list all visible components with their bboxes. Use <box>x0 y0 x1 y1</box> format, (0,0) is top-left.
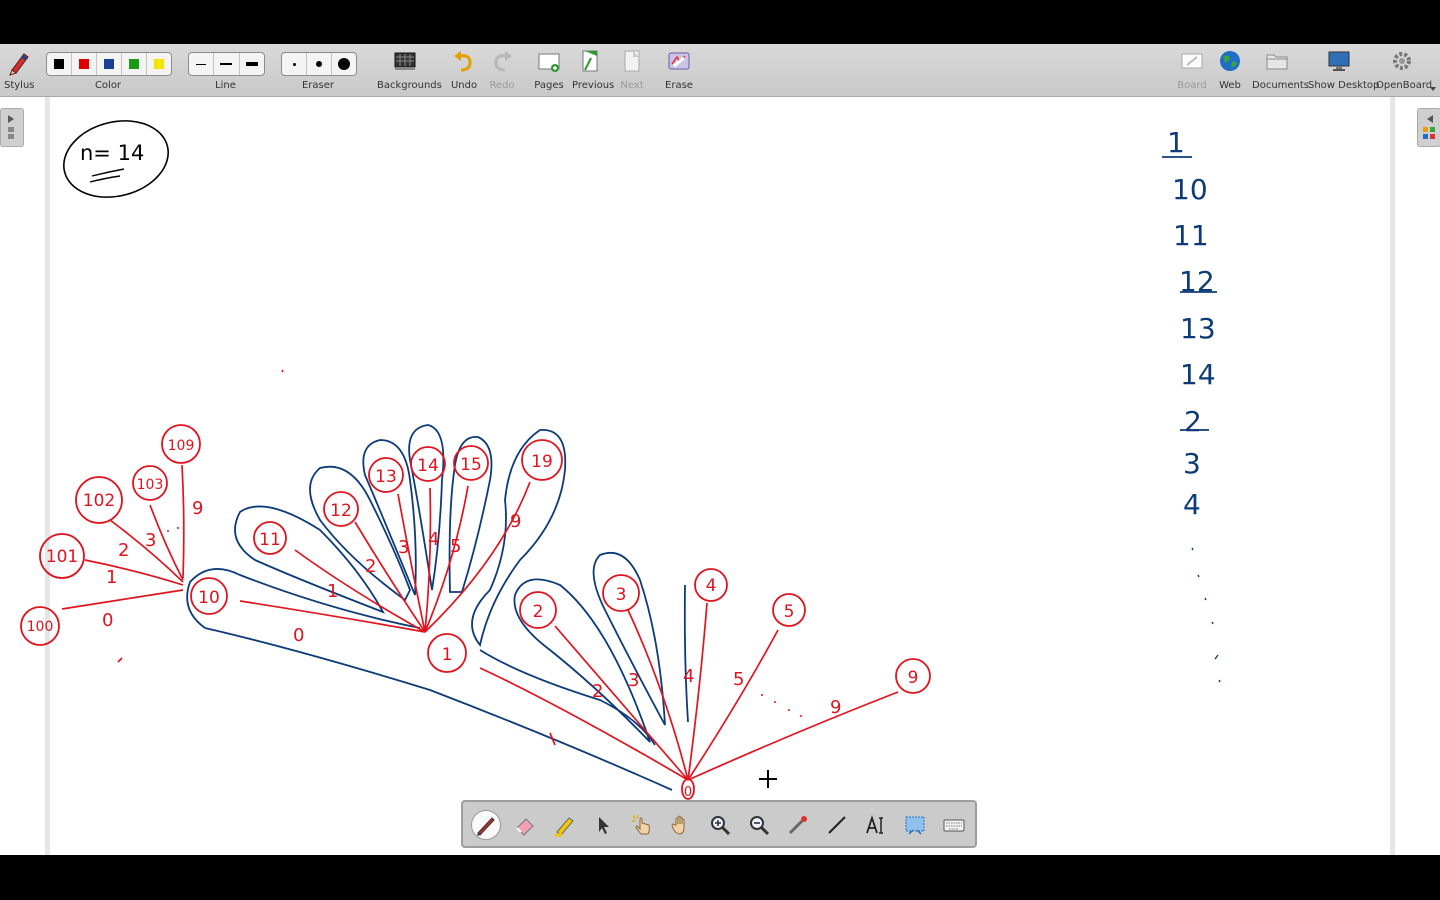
stylus-icon <box>6 48 32 76</box>
gear-icon <box>1389 48 1415 74</box>
stylus-label: Stylus <box>4 80 34 91</box>
top-black-bar <box>0 0 1440 44</box>
line-width-group <box>188 52 265 76</box>
openboard-menu-button[interactable]: OpenBoard <box>1376 48 1428 77</box>
openboard-label: OpenBoard <box>1376 80 1428 91</box>
keyboard-icon <box>942 813 966 837</box>
redo-label: Redo <box>488 80 516 91</box>
line-icon <box>825 813 849 837</box>
color-red[interactable] <box>72 53 97 75</box>
zoom-out-tool-button[interactable] <box>744 810 774 840</box>
keyboard-tool-button[interactable] <box>939 810 969 840</box>
interactor-icon <box>630 813 654 837</box>
redo-button[interactable]: Redo <box>488 48 516 77</box>
color-blue[interactable] <box>97 53 122 75</box>
hand-icon <box>669 813 693 837</box>
stylus-palette <box>461 800 977 848</box>
whiteboard-canvas[interactable] <box>0 97 1440 855</box>
undo-label: Undo <box>450 80 478 91</box>
backgrounds-icon <box>392 48 418 74</box>
backgrounds-label: Backgrounds <box>377 80 433 91</box>
line-tool-button[interactable] <box>822 810 852 840</box>
documents-label: Documents <box>1252 80 1302 91</box>
color-palette <box>46 52 172 76</box>
left-palette-toggle[interactable] <box>0 108 24 147</box>
zoom-out-icon <box>747 813 771 837</box>
erase-label: Erase <box>664 80 694 91</box>
next-label: Next <box>618 80 646 91</box>
color-label: Color <box>46 80 170 91</box>
line-medium[interactable] <box>214 53 239 75</box>
eraser-label: Eraser <box>281 80 355 91</box>
eraser-small[interactable] <box>282 53 307 75</box>
text-tool-button[interactable] <box>861 810 891 840</box>
eraser-medium[interactable] <box>307 53 332 75</box>
redo-icon <box>489 48 515 74</box>
right-palette-toggle[interactable] <box>1417 108 1440 147</box>
erase-button[interactable]: Erase <box>664 48 694 77</box>
next-button[interactable]: Next <box>618 48 646 77</box>
board-mode-button[interactable]: Board <box>1177 48 1207 77</box>
eraser-size-group <box>281 52 357 76</box>
pen-tool-button[interactable] <box>471 810 501 840</box>
capture-tool-button[interactable] <box>900 810 930 840</box>
color-yellow[interactable] <box>147 53 171 75</box>
selector-icon <box>591 813 615 837</box>
previous-label: Previous <box>572 80 608 91</box>
left-board-edge <box>45 97 50 855</box>
zoom-in-icon <box>708 813 732 837</box>
previous-button[interactable]: Previous <box>572 48 608 77</box>
zoom-in-tool-button[interactable] <box>705 810 735 840</box>
capture-icon <box>903 813 927 837</box>
web-mode-button[interactable]: Web <box>1215 48 1245 77</box>
pen-icon <box>474 813 498 837</box>
hand-tool-button[interactable] <box>666 810 696 840</box>
color-green[interactable] <box>122 53 147 75</box>
line-thin[interactable] <box>189 53 214 75</box>
next-page-icon <box>619 48 645 74</box>
previous-page-icon <box>577 48 603 74</box>
marker-tool-button[interactable] <box>549 810 579 840</box>
laser-pointer-tool-button[interactable] <box>783 810 813 840</box>
selector-tool-button[interactable] <box>588 810 618 840</box>
eraser-large[interactable] <box>332 53 356 75</box>
stylus-button[interactable]: Stylus <box>4 48 34 79</box>
pages-icon <box>536 48 562 74</box>
board-label: Board <box>1177 80 1207 91</box>
eraser-tool-button[interactable] <box>510 810 540 840</box>
eraser-icon <box>513 813 537 837</box>
board-icon <box>1179 48 1205 74</box>
web-label: Web <box>1215 80 1245 91</box>
pages-button[interactable]: Pages <box>534 48 564 77</box>
undo-icon <box>451 48 477 74</box>
show-desktop-button[interactable]: Show Desktop <box>1308 48 1370 77</box>
right-board-edge <box>1390 97 1395 855</box>
desktop-icon <box>1326 48 1352 74</box>
erase-board-icon <box>666 48 692 74</box>
interactor-tool-button[interactable] <box>627 810 657 840</box>
line-thick[interactable] <box>240 53 264 75</box>
show-desktop-label: Show Desktop <box>1308 80 1370 91</box>
folder-icon <box>1264 48 1290 74</box>
page-thumbnails-icon <box>1 109 23 146</box>
laser-pointer-icon <box>786 813 810 837</box>
documents-mode-button[interactable]: Documents <box>1252 48 1302 77</box>
backgrounds-button[interactable]: Backgrounds <box>377 48 433 77</box>
line-label: Line <box>188 80 263 91</box>
marker-icon <box>552 813 576 837</box>
bottom-black-bar <box>0 855 1440 900</box>
color-black[interactable] <box>47 53 72 75</box>
main-toolbar: Stylus Color Line Eraser Backgrounds <box>0 44 1440 97</box>
undo-button[interactable]: Undo <box>450 48 478 77</box>
globe-icon <box>1217 48 1243 74</box>
chevron-down-icon[interactable] <box>1429 86 1437 92</box>
text-icon <box>864 813 888 837</box>
library-icon <box>1418 109 1440 146</box>
pages-label: Pages <box>534 80 564 91</box>
